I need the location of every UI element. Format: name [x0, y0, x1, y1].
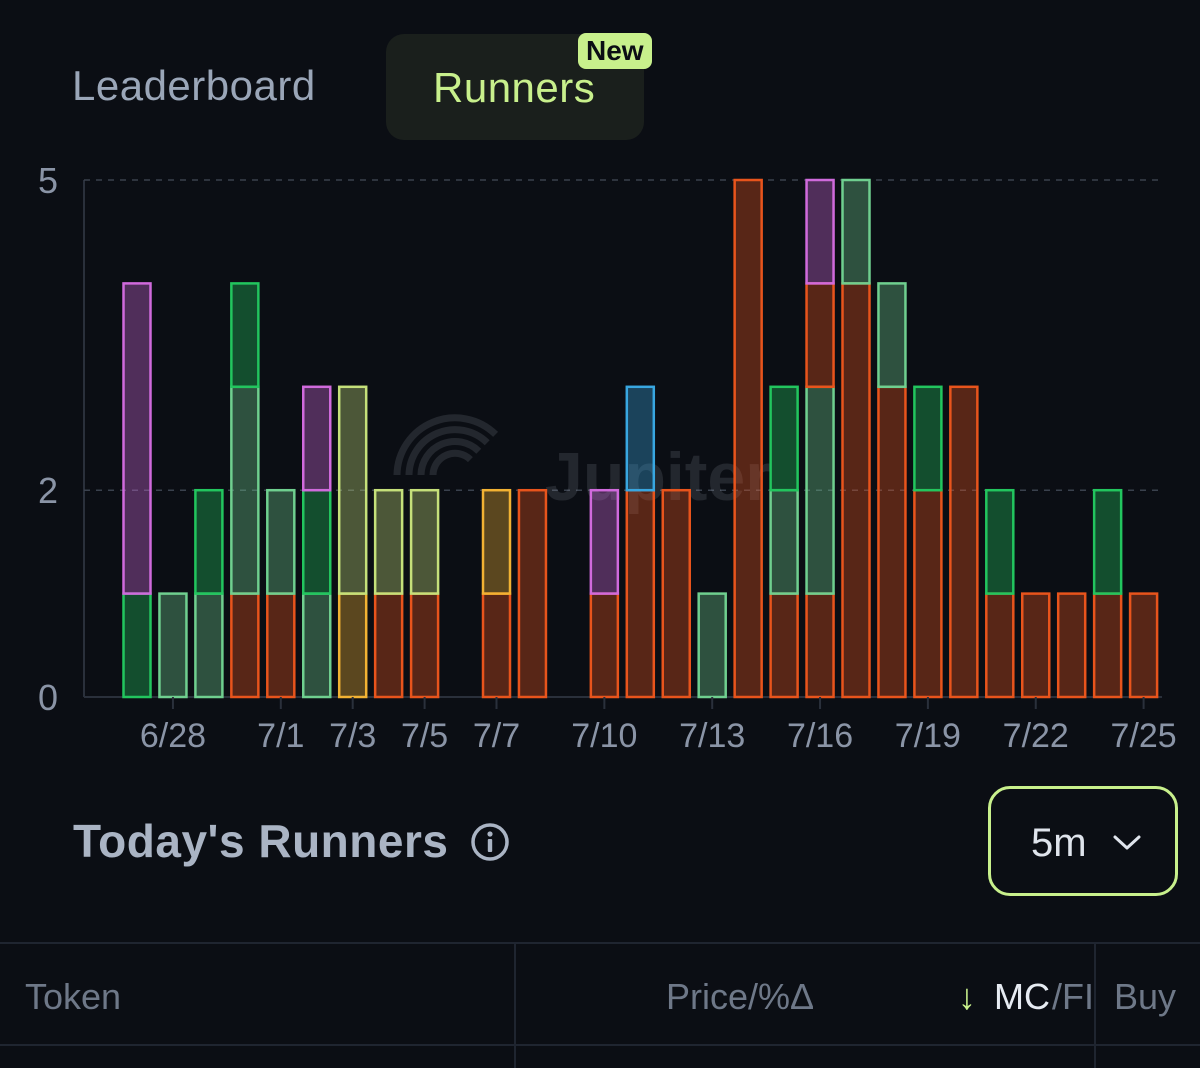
bar-segment	[373, 488, 404, 595]
bar-segment	[805, 282, 835, 389]
bar-segment	[1092, 488, 1123, 595]
x-tick-label: 7/3	[329, 717, 376, 755]
table-header: Token Price/%Δ ↓ MC /FI Buy	[0, 942, 1200, 1068]
bar-segment	[230, 385, 260, 595]
info-icon[interactable]	[470, 822, 510, 862]
bar-segment	[589, 592, 620, 699]
bar-segment	[805, 592, 835, 699]
timeframe-select[interactable]: 5m	[988, 786, 1178, 896]
bar-segment	[302, 488, 332, 595]
x-tick-label: 7/22	[1003, 717, 1069, 755]
bar-segment	[661, 488, 691, 699]
bar-segment	[589, 488, 620, 595]
y-tick-label: 5	[38, 160, 58, 201]
x-tick-label: 7/19	[895, 717, 961, 755]
header-price[interactable]: Price/%Δ	[666, 976, 815, 1017]
bar-segment	[230, 282, 260, 389]
bar-segment	[481, 488, 512, 595]
header-buy[interactable]: Buy	[1114, 976, 1177, 1017]
bar-segment	[409, 592, 440, 699]
bar-segment	[302, 385, 332, 492]
y-tick-label: 2	[38, 470, 58, 511]
bar-segment	[122, 592, 152, 699]
bar-segment	[985, 592, 1015, 699]
bar-segment	[769, 385, 799, 492]
bar-segment	[337, 592, 368, 699]
bar-segment	[302, 592, 332, 699]
bar-segment	[625, 385, 656, 492]
bar-segment	[769, 488, 799, 595]
bar-segment	[697, 592, 727, 699]
column-divider	[1094, 944, 1096, 1068]
bar-segment	[266, 592, 296, 699]
tab-bar: Leaderboard Runners New	[0, 0, 1200, 150]
bar-segment	[805, 385, 835, 595]
y-tick-label: 0	[38, 677, 58, 718]
bar-segment	[805, 178, 835, 285]
bar-segment	[733, 178, 763, 699]
x-tick-label: 7/10	[571, 717, 637, 755]
bar-segment	[517, 488, 548, 699]
bar-segment	[194, 488, 224, 595]
bar-segment	[266, 488, 296, 595]
header-token[interactable]: Token	[25, 976, 122, 1017]
column-divider	[514, 944, 516, 1068]
bar-segment	[913, 488, 943, 699]
bar-segment	[230, 592, 260, 699]
new-badge: New	[578, 33, 652, 69]
bar-segment	[625, 488, 656, 699]
x-tick-label: 7/5	[401, 717, 448, 755]
x-tick-label: 7/16	[787, 717, 853, 755]
bar-segment	[985, 488, 1015, 595]
bar-segment	[1056, 592, 1087, 699]
x-tick-label: 7/25	[1111, 717, 1177, 755]
x-tick-label: 7/13	[679, 717, 745, 755]
bar-segment	[409, 488, 440, 595]
bar-segment	[841, 178, 871, 285]
bar-segment	[1021, 592, 1051, 699]
bar-segment	[913, 385, 943, 492]
bar-segment	[122, 282, 152, 595]
jupiter-logo	[393, 414, 499, 476]
bar-segment	[194, 592, 224, 699]
section-title: Today's Runners	[73, 815, 449, 867]
x-tick-label: 7/7	[473, 717, 520, 755]
header-fdv[interactable]: /FI	[1052, 976, 1094, 1017]
header-mc[interactable]: MC	[994, 976, 1050, 1017]
bar-segment	[481, 592, 512, 699]
tab-leaderboard[interactable]: Leaderboard	[72, 62, 316, 109]
bar-segment	[337, 385, 368, 595]
bar-segment	[1092, 592, 1123, 699]
sort-desc-icon[interactable]: ↓	[958, 976, 976, 1017]
bar-segment	[877, 282, 907, 389]
bar-segment	[373, 592, 404, 699]
timeframe-value: 5m	[1031, 821, 1087, 865]
bar-segment	[769, 592, 799, 699]
chevron-down-icon	[1113, 835, 1141, 850]
bar-segment	[949, 385, 979, 699]
x-tick-label: 6/28	[140, 717, 206, 755]
bar-segment	[841, 282, 871, 699]
tab-runners-label: Runners	[433, 64, 596, 111]
bar-segment	[1128, 592, 1159, 699]
x-tick-label: 7/1	[257, 717, 304, 755]
bar-segment	[877, 385, 907, 699]
bar-segment	[158, 592, 188, 699]
